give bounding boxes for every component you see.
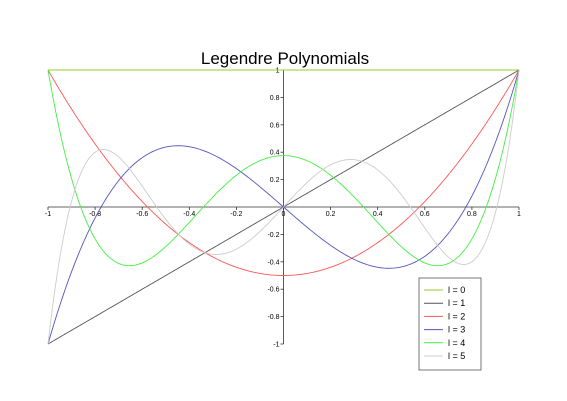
axes: -1 -0.8 -0.6 -0.4 -0.2 0 0.2 0.4 0.6 0.8 1 1 0.8 0.6 0… [45,68,521,349]
y-tick-label: -0.2 [267,232,279,239]
legend-label: l = 5 [448,351,465,361]
series-line-l4 [47,69,520,267]
x-tick-label: -0.4 [183,211,195,218]
y-tick-label: 0.2 [270,177,280,184]
y-tick-label: 0.6 [270,122,280,129]
x-tick-label: 0.6 [420,211,430,218]
y-tick-label: 0.8 [270,95,280,102]
x-tick-label: 0.2 [326,211,336,218]
x-tick-label: -0.6 [136,211,148,218]
legend-label: l = 1 [448,298,465,308]
legend-label: l = 4 [448,338,465,348]
legend-label: l = 0 [448,285,465,295]
y-tick-label: 1 [276,68,280,75]
x-tick-label: -0.2 [230,211,242,218]
y-tick-label: 0.4 [270,150,280,157]
x-tick-label: 0.8 [467,211,477,218]
series-line-l2 [47,69,520,276]
legend-box [418,277,482,371]
series-line-l5 [47,69,520,345]
y-tick-label: -0.4 [267,259,279,266]
chart-title: Legendre Polynomials [201,49,369,68]
legend: l = 0 l = 1 l = 2 l = 3 l = 4 l = 5 [418,277,482,371]
x-tick-label: 0.4 [373,211,383,218]
legend-label: l = 2 [448,311,465,321]
y-tick-label: -0.6 [267,287,279,294]
plot-lines [47,69,520,345]
y-tick-label: -0.8 [267,314,279,321]
x-tick-label: 1 [517,211,521,218]
legend-label: l = 3 [448,325,465,335]
x-tick-label: -1 [45,211,51,218]
x-tick-label: 0 [282,211,286,218]
x-tick-label: -0.8 [89,211,101,218]
y-tick-label: -1 [273,342,279,349]
